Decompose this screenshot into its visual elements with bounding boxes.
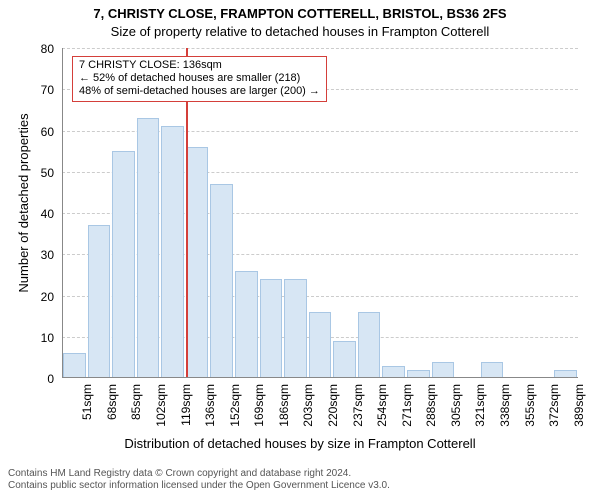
x-tick-label: 220sqm xyxy=(326,384,340,434)
x-tick-label: 321sqm xyxy=(473,384,487,434)
annotation-line: 7 CHRISTY CLOSE: 136sqm xyxy=(79,59,320,72)
x-tick-label: 119sqm xyxy=(179,384,193,434)
histogram-bar xyxy=(112,151,135,378)
y-axis-label: Number of detached properties xyxy=(16,93,31,313)
x-tick-label: 271sqm xyxy=(400,384,414,434)
x-tick-label: 152sqm xyxy=(228,384,242,434)
histogram-bar xyxy=(63,353,86,378)
histogram-bar xyxy=(161,126,184,378)
histogram-bar xyxy=(186,147,209,378)
histogram-bar xyxy=(333,341,356,378)
x-tick-label: 203sqm xyxy=(301,384,315,434)
x-tick-label: 372sqm xyxy=(547,384,561,434)
annotation-line: 48% of semi-detached houses are larger (… xyxy=(79,85,320,98)
x-tick-label: 305sqm xyxy=(449,384,463,434)
x-tick-label: 338sqm xyxy=(498,384,512,434)
chart-container: { "layout": { "width": 600, "height": 50… xyxy=(0,0,600,500)
y-tick-label: 10 xyxy=(0,331,54,345)
histogram-bar xyxy=(284,279,307,378)
x-tick-label: 389sqm xyxy=(572,384,586,434)
footer-line: Contains HM Land Registry data © Crown c… xyxy=(8,468,390,480)
histogram-bar xyxy=(432,362,455,379)
x-tick-label: 68sqm xyxy=(105,384,119,434)
x-tick-label: 237sqm xyxy=(351,384,365,434)
y-tick-label: 0 xyxy=(0,372,54,386)
histogram-bar xyxy=(88,225,111,378)
histogram-bar xyxy=(309,312,332,378)
x-tick-label: 186sqm xyxy=(277,384,291,434)
histogram-bar xyxy=(210,184,233,378)
histogram-bar xyxy=(235,271,258,378)
x-tick-label: 355sqm xyxy=(523,384,537,434)
x-axis-line xyxy=(62,377,578,378)
x-tick-label: 254sqm xyxy=(375,384,389,434)
x-tick-label: 136sqm xyxy=(203,384,217,434)
y-axis-line xyxy=(62,48,63,378)
histogram-bar xyxy=(137,118,160,378)
histogram-bar xyxy=(481,362,504,379)
footer-attribution: Contains HM Land Registry data © Crown c… xyxy=(8,468,390,492)
chart-subtitle: Size of property relative to detached ho… xyxy=(0,24,600,39)
annotation-box: 7 CHRISTY CLOSE: 136sqm← 52% of detached… xyxy=(72,56,327,102)
histogram-bar xyxy=(260,279,283,378)
x-tick-label: 51sqm xyxy=(80,384,94,434)
footer-line: Contains public sector information licen… xyxy=(8,480,390,492)
x-tick-label: 288sqm xyxy=(424,384,438,434)
chart-title-address: 7, CHRISTY CLOSE, FRAMPTON COTTERELL, BR… xyxy=(0,6,600,21)
x-axis-label: Distribution of detached houses by size … xyxy=(0,436,600,451)
annotation-line: ← 52% of detached houses are smaller (21… xyxy=(79,72,320,85)
y-tick-label: 80 xyxy=(0,42,54,56)
x-tick-label: 102sqm xyxy=(154,384,168,434)
histogram-bar xyxy=(358,312,381,378)
x-tick-label: 169sqm xyxy=(252,384,266,434)
x-tick-label: 85sqm xyxy=(129,384,143,434)
